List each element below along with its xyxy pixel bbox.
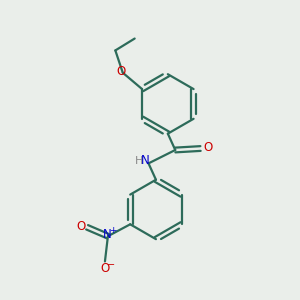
Text: O: O (76, 220, 85, 233)
Text: H: H (135, 156, 143, 166)
Text: N: N (103, 228, 112, 241)
Text: O: O (100, 262, 110, 275)
Text: O: O (203, 141, 213, 154)
Text: +: + (109, 226, 116, 235)
Text: −: − (107, 260, 116, 270)
Text: O: O (117, 65, 126, 78)
Text: N: N (141, 154, 149, 167)
